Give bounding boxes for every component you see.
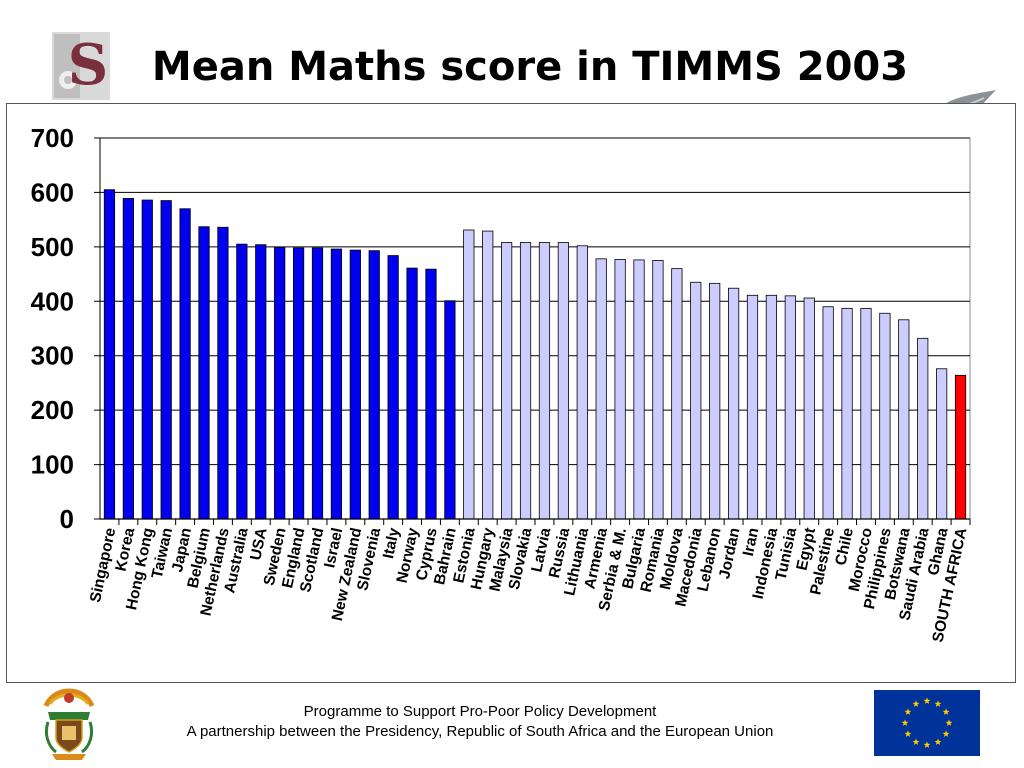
bar-5 (179, 208, 191, 520)
bar-31 (671, 268, 683, 520)
bar-32 (690, 281, 702, 520)
bar-34 (727, 287, 740, 520)
bar-24 (538, 242, 551, 520)
bar-10 (274, 246, 286, 520)
eu-star-icon (904, 730, 912, 737)
bar-33 (709, 282, 721, 520)
plot-area-border (99, 137, 971, 520)
bar-16 (387, 255, 399, 520)
eu-star-icon (901, 719, 909, 726)
eu-star-icon (934, 738, 942, 745)
bar-28 (614, 258, 626, 520)
bar-15 (368, 250, 380, 520)
x-tick-label-9: USA (247, 526, 270, 562)
eu-star-icon (904, 708, 912, 715)
y-tick-label-500: 500 (31, 232, 74, 262)
bar-26 (576, 245, 588, 520)
bar-38 (803, 297, 815, 520)
bar-chart: 0100200300400500600700SingaporeKoreaHong… (31, 123, 971, 644)
bar-37 (784, 295, 796, 520)
footer-line-1: Programme to Support Pro-Poor Policy Dev… (303, 703, 657, 720)
bar-30 (652, 260, 664, 520)
bar-20 (463, 229, 475, 520)
bar-17 (406, 267, 418, 520)
bar-40 (841, 307, 853, 520)
bar-39 (822, 306, 834, 520)
eu-star-icon (934, 700, 942, 707)
bar-43 (898, 319, 910, 520)
bar-46 (954, 374, 967, 520)
bar-1 (103, 189, 116, 520)
page-title: Mean Maths score in TIMMS 2003 (151, 44, 909, 90)
eu-star-icon (923, 741, 931, 748)
bar-44 (917, 337, 929, 520)
bar-25 (557, 242, 569, 520)
y-tick-label-400: 400 (31, 286, 74, 316)
bar-27 (595, 258, 607, 520)
bar-21 (482, 230, 494, 520)
bar-11 (292, 247, 305, 520)
y-tick-label-300: 300 (31, 341, 74, 371)
y-tick-label-600: 600 (31, 177, 74, 207)
bar-4 (160, 200, 172, 520)
x-tick-label-16: Italy (380, 526, 403, 560)
bar-19 (444, 300, 456, 520)
footer-line-2: A partnership between the Presidency, Re… (186, 723, 774, 740)
bar-41 (860, 307, 872, 520)
bar-6 (198, 226, 210, 520)
eu-flag-icon (874, 690, 980, 756)
eu-star-icon (912, 700, 920, 707)
bar-42 (879, 312, 891, 520)
coat-of-arms-icon (43, 688, 95, 760)
bar-2 (122, 198, 134, 520)
y-tick-label-100: 100 (31, 450, 74, 480)
bar-3 (141, 199, 153, 520)
svg-text:S: S (68, 32, 108, 98)
bar-9 (255, 244, 267, 520)
eu-star-icon (923, 697, 931, 704)
y-tick-label-0: 0 (60, 504, 74, 534)
university-s-logo-icon: S (52, 32, 110, 100)
y-tick-label-700: 700 (31, 123, 74, 153)
eu-star-icon (912, 738, 920, 745)
bar-45 (936, 368, 948, 520)
eu-star-icon (942, 708, 950, 715)
bar-8 (236, 243, 248, 520)
bar-12 (311, 247, 324, 520)
bar-29 (633, 259, 645, 520)
bar-35 (746, 294, 759, 520)
bar-23 (519, 242, 532, 520)
bar-14 (349, 249, 361, 520)
y-tick-label-200: 200 (31, 395, 74, 425)
bar-7 (217, 226, 229, 520)
bar-36 (765, 294, 778, 520)
x-tick-label-35: Iran (740, 526, 763, 557)
bar-22 (501, 242, 513, 520)
chart-frame: 0 100 200 300 400 500 600 700 Singapore Korea Hong… (6, 103, 1016, 683)
eu-star-icon (942, 730, 950, 737)
bar-18 (425, 268, 437, 520)
eu-star-icon (945, 719, 953, 726)
bar-13 (330, 248, 343, 520)
